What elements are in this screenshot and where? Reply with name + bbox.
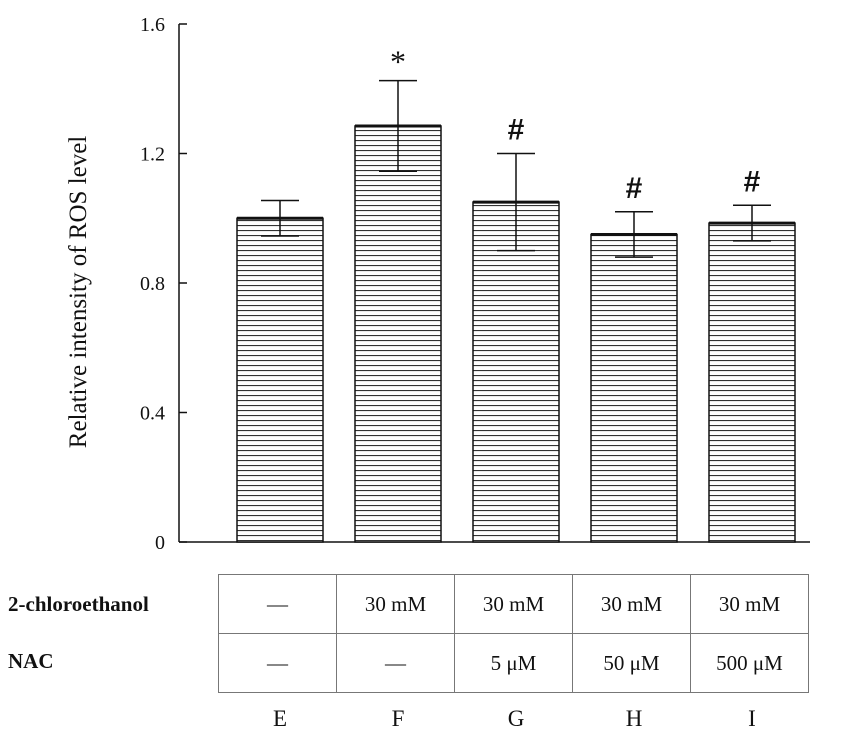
bar [708,222,796,543]
y-tick-label: 1.2 [140,144,165,166]
bars-layer: E * F # G # H # I [236,44,796,731]
x-category-label: F [392,706,405,731]
table-cell: — [336,633,455,693]
significance-marker: # [744,165,761,198]
table-cell: 30 mM [572,574,691,634]
bar [590,233,678,543]
x-category-label: H [626,706,643,731]
y-tick-label: 0.4 [140,403,165,425]
row-label-chloroethanol: 2-chloroethanol [8,592,149,616]
table-cell: 30 mM [336,574,455,634]
significance-marker: # [626,172,643,205]
table-row-nac: — — 5 μM 50 μM 500 μM [218,633,809,693]
significance-marker: # [508,114,525,147]
x-category-label: I [748,706,756,731]
bar [472,201,560,543]
bar [354,125,442,543]
y-tick-label: 1.6 [140,14,165,36]
treatment-table: — 30 mM 30 mM 30 mM 30 mM — — 5 μM 50 μM… [218,574,809,693]
table-cell: 30 mM [454,574,573,634]
significance-marker: * [390,44,406,80]
y-axis-title: Relative intensity of ROS level [65,136,92,449]
table-cell: — [218,633,337,693]
table-cell: 500 μM [690,633,809,693]
x-category-label: E [273,706,287,731]
bar [236,217,324,543]
x-category-label: G [508,706,525,731]
y-tick-label: 0.8 [140,273,165,295]
row-label-nac: NAC [8,649,54,673]
y-tick-label: 0 [155,532,165,554]
table-cell: 30 mM [690,574,809,634]
table-row-chloroethanol: — 30 mM 30 mM 30 mM 30 mM [218,574,809,634]
table-cell: 50 μM [572,633,691,693]
table-cell: 5 μM [454,633,573,693]
table-cell: — [218,574,337,634]
